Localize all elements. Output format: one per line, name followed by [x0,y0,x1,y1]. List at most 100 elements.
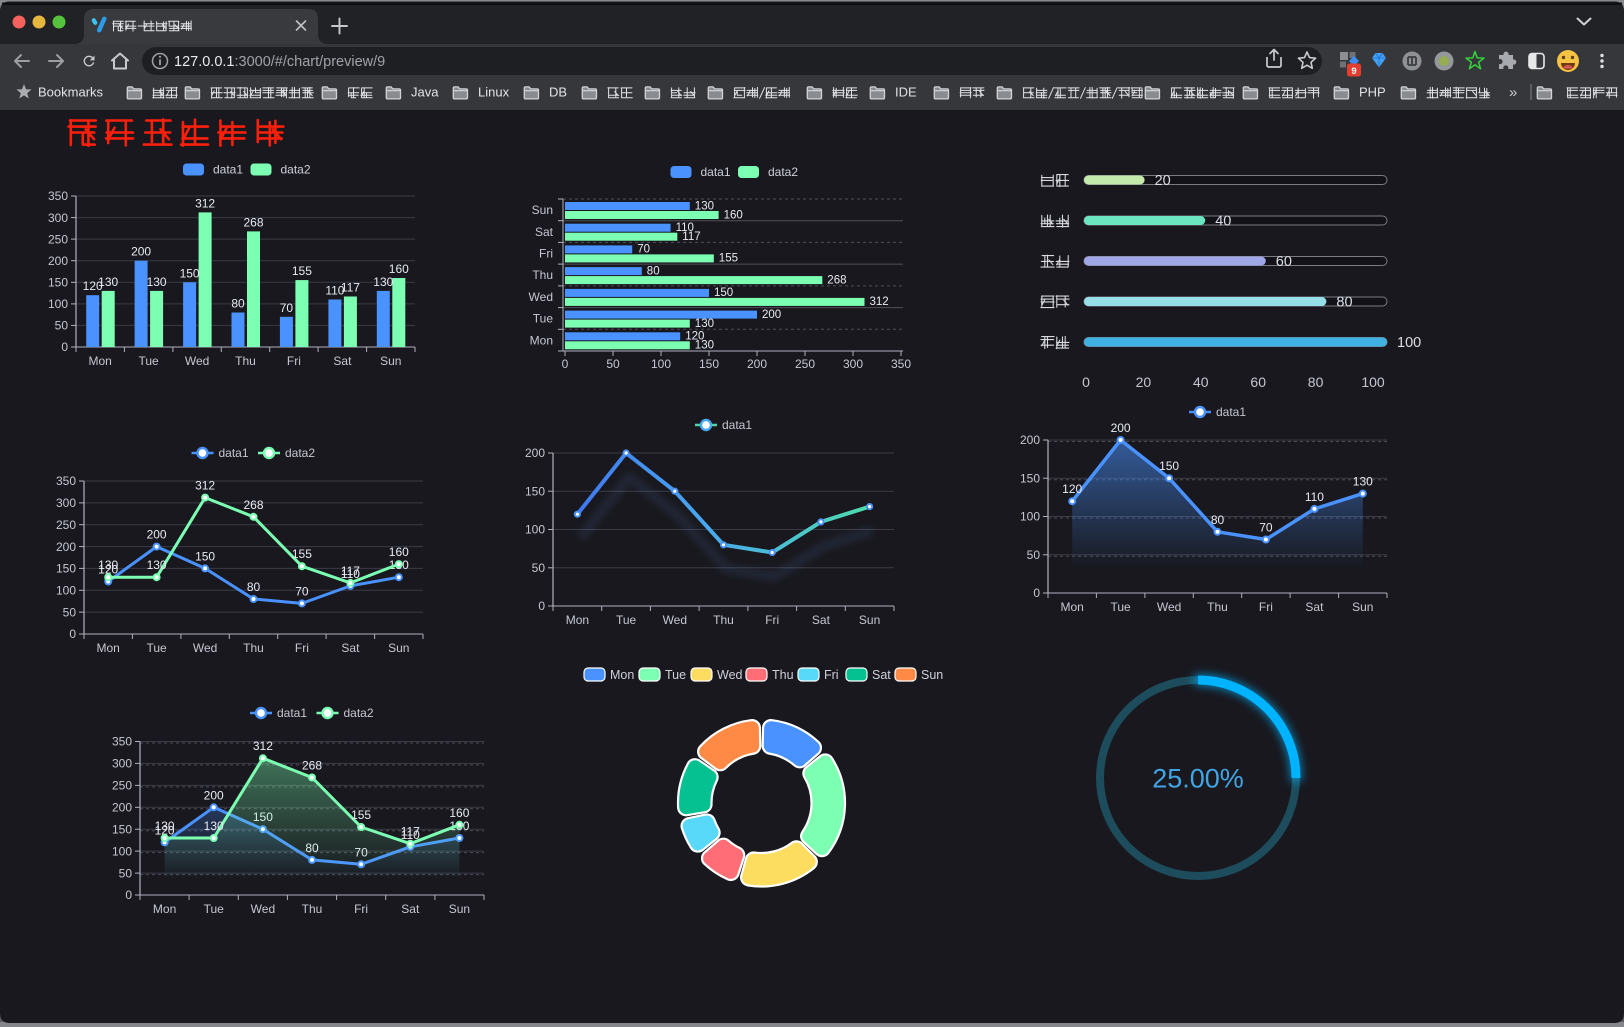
svg-text:130: 130 [147,275,167,289]
svg-text:268: 268 [827,274,846,286]
svg-text:100: 100 [651,357,671,371]
svg-text:130: 130 [373,275,393,289]
svg-text:130: 130 [98,275,118,289]
svg-text:data1: data1 [701,165,731,179]
svg-text:200: 200 [48,254,68,268]
svg-text:Wed: Wed [529,290,553,304]
svg-text:data1: data1 [213,163,243,177]
svg-text:100: 100 [56,584,76,598]
svg-text:130: 130 [147,558,167,572]
svg-text:155: 155 [351,808,371,822]
svg-text:350: 350 [891,357,911,371]
svg-text:IDE: IDE [895,85,917,100]
svg-text:100: 100 [525,523,545,537]
svg-text:data2: data2 [285,446,315,460]
svg-text:Wed: Wed [251,902,275,916]
svg-text:Mon: Mon [610,668,634,682]
svg-text:0: 0 [538,599,545,613]
svg-text:100: 100 [48,297,68,311]
svg-text:50: 50 [1027,548,1041,562]
svg-text:312: 312 [195,479,215,493]
svg-text:150: 150 [48,276,68,290]
svg-text:200: 200 [112,801,132,815]
svg-text:Wed: Wed [193,641,217,655]
svg-text:200: 200 [1020,433,1040,447]
svg-text:312: 312 [253,739,273,753]
svg-text:Fri: Fri [1259,600,1273,614]
svg-text:130: 130 [695,200,714,212]
svg-text:70: 70 [1259,521,1273,535]
svg-text:20: 20 [1136,374,1152,390]
svg-text:0: 0 [562,357,569,371]
svg-text:Sat: Sat [333,354,352,368]
svg-text:200: 200 [204,788,224,802]
svg-text:0: 0 [125,888,132,902]
svg-text:Linux: Linux [478,85,510,100]
svg-text:0: 0 [1082,374,1090,390]
svg-text:155: 155 [292,264,312,278]
svg-text:60: 60 [1250,374,1266,390]
svg-text:Tue: Tue [1110,600,1131,614]
svg-text:268: 268 [302,759,322,773]
svg-text:50: 50 [119,866,133,880]
svg-text:40: 40 [1193,374,1209,390]
svg-text:data1: data1 [1216,405,1246,419]
svg-text:Tue: Tue [204,902,225,916]
svg-text:100: 100 [1361,374,1385,390]
svg-text:117: 117 [401,825,420,839]
svg-text:160: 160 [449,806,469,820]
svg-text:200: 200 [1111,421,1131,435]
svg-text:Fri: Fri [295,641,309,655]
svg-text:50: 50 [63,605,77,619]
svg-text:350: 350 [112,735,132,749]
svg-text:25.00%: 25.00% [1152,764,1244,794]
svg-text:150: 150 [1020,471,1040,485]
svg-text:Sat: Sat [401,902,420,916]
svg-text:Fri: Fri [539,247,553,261]
svg-text:200: 200 [131,245,151,259]
svg-text:300: 300 [843,357,863,371]
svg-text:Mon: Mon [89,354,112,368]
svg-text:250: 250 [112,779,132,793]
svg-text:0: 0 [69,627,76,641]
svg-text:70: 70 [280,301,294,315]
svg-text:160: 160 [389,262,409,276]
svg-text:»: » [1509,84,1517,101]
svg-text:110: 110 [325,284,344,298]
svg-text:312: 312 [195,196,215,210]
svg-text:80: 80 [1211,513,1225,527]
svg-text:Tue: Tue [533,312,554,326]
svg-text:150: 150 [714,287,733,299]
svg-text:200: 200 [56,540,76,554]
svg-text:70: 70 [295,584,309,598]
svg-text:Java: Java [411,85,439,100]
svg-text:0: 0 [1033,586,1040,600]
svg-text:Wed: Wed [717,668,743,682]
svg-text:Thu: Thu [302,902,323,916]
svg-text:117: 117 [341,281,360,295]
svg-text:9: 9 [1351,66,1356,77]
svg-text:127.0.0.1:3000/#/chart/preview: 127.0.0.1:3000/#/chart/preview/9 [174,54,385,70]
svg-text:data1: data1 [219,446,249,460]
svg-text:130: 130 [695,318,714,330]
svg-text:100: 100 [1397,335,1421,351]
svg-text:200: 200 [762,309,781,321]
svg-text:Sat: Sat [535,225,554,239]
svg-text:Mon: Mon [1061,600,1084,614]
svg-text:Tue: Tue [138,354,159,368]
svg-text:160: 160 [389,545,409,559]
svg-text:200: 200 [747,357,767,371]
svg-text:Thu: Thu [713,613,734,627]
svg-text:Sat: Sat [341,641,360,655]
svg-text:350: 350 [48,189,68,203]
svg-text:150: 150 [112,822,132,836]
svg-text:Wed: Wed [663,613,687,627]
svg-text:130: 130 [155,819,175,833]
svg-text:155: 155 [292,547,312,561]
svg-text:Sat: Sat [872,668,891,682]
svg-text:Sat: Sat [1305,600,1324,614]
svg-text:Fri: Fri [354,902,368,916]
svg-text:200: 200 [147,528,167,542]
svg-text:50: 50 [55,319,69,333]
svg-text:60: 60 [1276,254,1292,270]
